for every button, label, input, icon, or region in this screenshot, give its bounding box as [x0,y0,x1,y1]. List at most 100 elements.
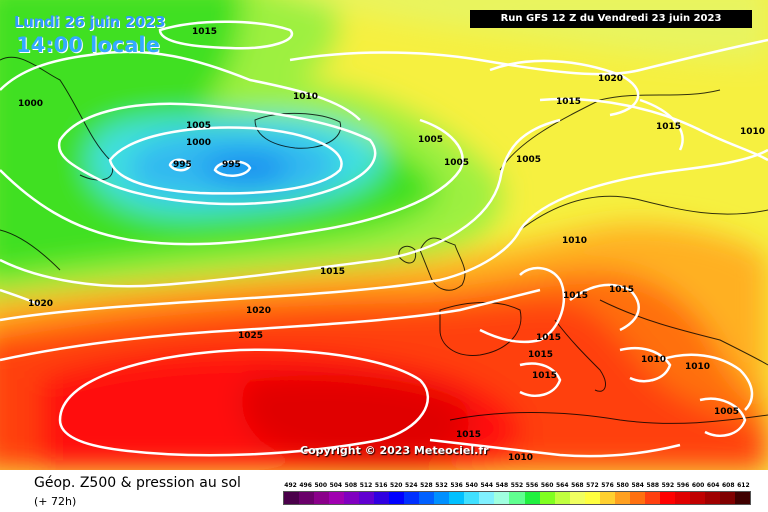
scale-tick-label: 592 [661,482,675,489]
scale-tick-label: 572 [586,482,599,489]
scale-color-swatch [719,492,735,504]
scale-tick-label: 580 [616,482,629,489]
isobar-label: 1005 [516,155,541,165]
scale-color-swatch [644,492,660,504]
color-scale-bar [283,491,751,505]
scale-color-swatch [494,492,510,504]
scale-tick-label: 524 [405,482,418,489]
scale-tick-label: 604 [706,482,720,489]
isobar-labels: 1015 1010 1000 1005 1000 995 995 1005 10… [18,27,765,463]
scale-tick-label: 512 [359,482,373,489]
isobar-label: 1015 [556,97,581,107]
scale-tick-label: 528 [420,482,433,489]
isobar-label: 1015 [656,122,681,132]
map-footer: Géop. Z500 & pression au sol (+ 72h) 492… [0,470,768,512]
scale-tick-label: 544 [480,482,494,489]
scale-color-swatch [629,492,645,504]
isobar-label: 1015 [532,371,557,381]
scale-color-swatch [734,492,750,504]
isobar-label: 1005 [186,121,211,131]
scale-color-swatch [419,492,435,504]
isobar-label: 1010 [641,355,666,365]
scale-color-swatch [554,492,570,504]
scale-color-swatch [284,492,300,504]
scale-color-swatch [434,492,450,504]
color-scale-ticks: 492 496 500 504 508 512 516 520 524 528 532 536 540 5… [283,481,751,490]
scale-tick-label: 556 [525,482,539,489]
coastlines [0,56,768,424]
scale-tick-label: 508 [344,482,358,489]
scale-color-swatch [389,492,405,504]
isobar-label: 1005 [418,135,443,145]
scale-tick-label: 564 [555,482,569,489]
forecast-date: Lundi 26 juin 2023 [14,13,166,31]
isobar-label: 1015 [456,430,481,440]
scale-tick-label: 612 [737,482,750,489]
scale-color-swatch [479,492,495,504]
scale-color-swatch [464,492,480,504]
scale-tick-label: 552 [510,482,524,489]
scale-color-swatch [344,492,360,504]
isobar-label: 1025 [238,331,263,341]
scale-tick-label: 596 [676,482,690,489]
scale-tick-label: 600 [691,482,705,489]
scale-color-swatch [359,492,375,504]
scale-color-swatch [674,492,690,504]
isobar-label: 1010 [508,453,533,463]
scale-color-swatch [659,492,675,504]
scale-color-swatch [599,492,615,504]
isobar-label: 1015 [609,285,634,295]
forecast-local-time: 14:00 locale [16,33,160,57]
scale-color-swatch [539,492,555,504]
scale-tick-label: 560 [540,482,554,489]
scale-color-swatch [404,492,420,504]
isobar-label: 1015 [536,333,561,343]
scale-tick-label: 608 [722,482,735,489]
scale-tick-label: 516 [374,482,388,489]
isobar-label: 1000 [18,99,43,109]
isobar-label: 1010 [293,92,318,102]
color-fill-bands [0,0,768,470]
scale-color-swatch [374,492,390,504]
isobar-label: 1015 [563,291,588,301]
isobar-label: 1010 [562,236,587,246]
isobar-label: 1005 [714,407,739,417]
scale-tick-label: 496 [299,482,312,489]
isobar-label: 1020 [598,74,623,84]
scale-tick-label: 540 [465,482,478,489]
geopotential-field: 1015 1010 1000 1005 1000 995 995 1005 10… [0,0,768,470]
scale-color-swatch [584,492,600,504]
scale-color-swatch [449,492,465,504]
isobar-label: 995 [222,160,241,170]
scale-color-swatch [314,492,330,504]
scale-color-swatch [704,492,720,504]
scale-color-swatch [299,492,315,504]
isobar-label: 1020 [246,306,271,316]
isobar-label: 1015 [528,350,553,360]
isobar-label: 1005 [444,158,469,168]
scale-tick-label: 588 [646,482,660,489]
scale-color-swatch [614,492,630,504]
isobar-label: 1010 [740,127,765,137]
isobar-label: 1015 [192,27,217,37]
weather-map: 1015 1010 1000 1005 1000 995 995 1005 10… [0,0,768,470]
scale-tick-label: 492 [284,482,297,489]
scale-color-swatch [524,492,540,504]
model-run-info: Run GFS 12 Z du Vendredi 23 juin 2023 [470,10,752,28]
scale-color-swatch [689,492,705,504]
isobar-label: 1020 [28,299,53,309]
scale-tick-label: 520 [389,482,403,489]
copyright-notice: Copyright © 2023 Meteociel.fr [300,444,489,457]
product-title: Géop. Z500 & pression au sol [34,475,241,491]
isobar-label: 995 [173,160,192,170]
scale-color-swatch [569,492,585,504]
isobar-label: 1000 [186,138,211,148]
scale-tick-label: 500 [314,482,327,489]
isobar-label: 1015 [320,267,345,277]
scale-color-swatch [509,492,525,504]
scale-tick-label: 548 [495,482,509,489]
scale-tick-label: 576 [601,482,614,489]
scale-tick-label: 536 [450,482,463,489]
scale-color-swatch [329,492,345,504]
scale-tick-label: 584 [631,482,644,489]
